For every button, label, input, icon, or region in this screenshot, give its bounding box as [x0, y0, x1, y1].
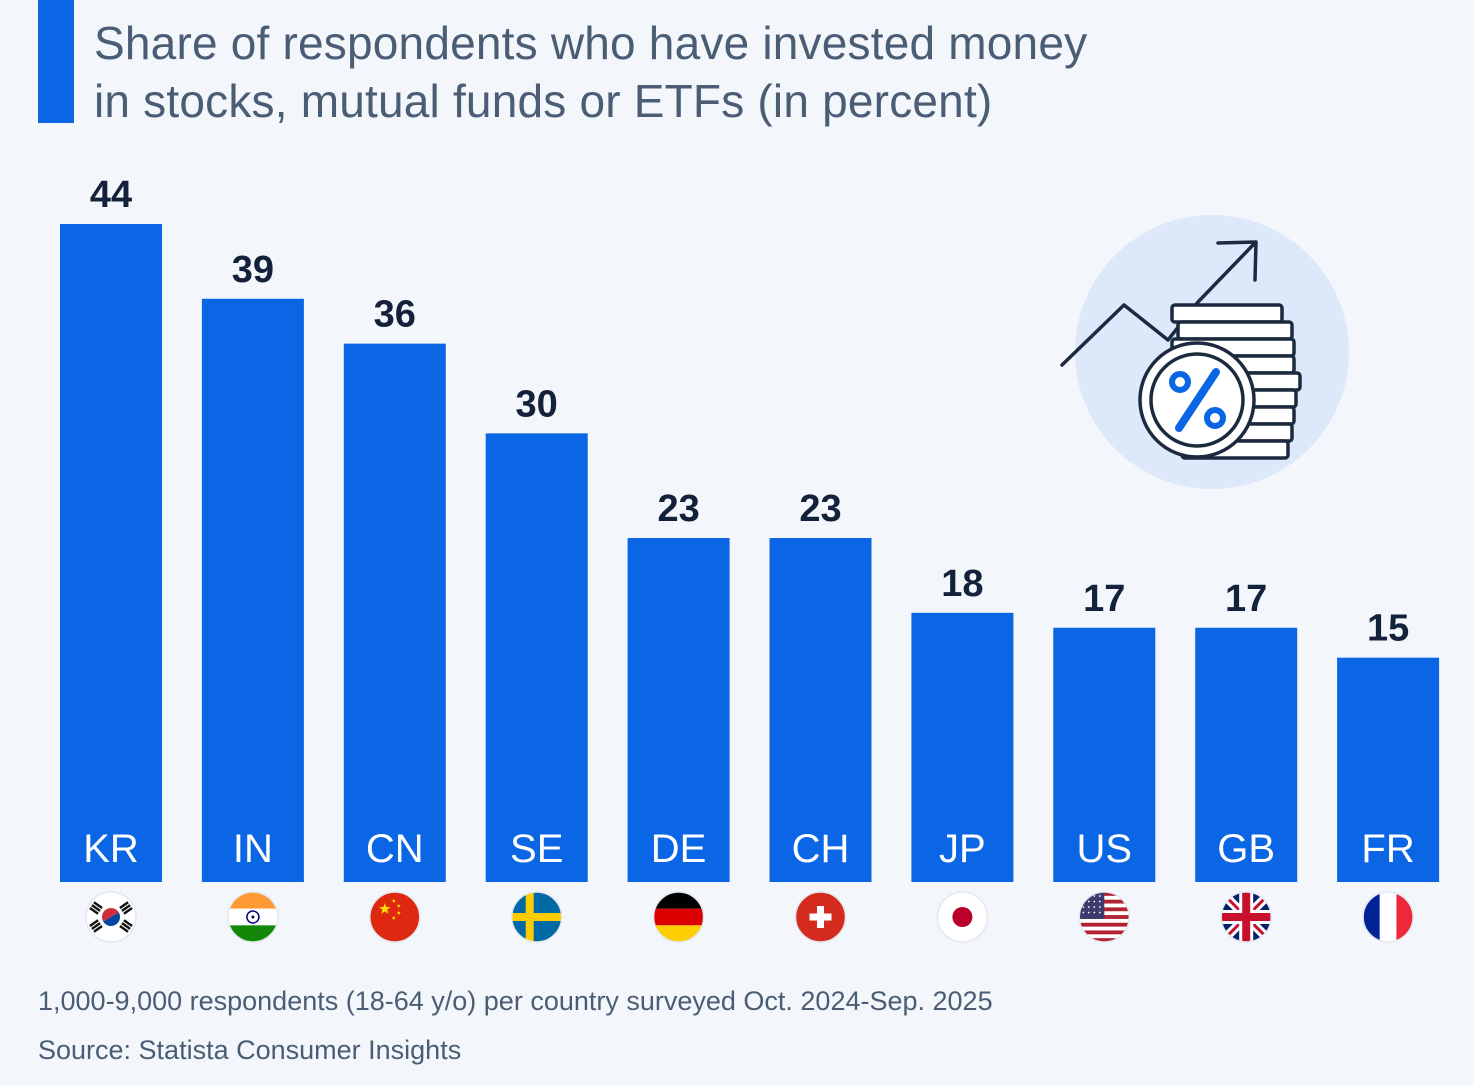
value-label-se: 30 — [516, 383, 558, 425]
category-label-gb: GB — [1217, 827, 1275, 871]
value-label-fr: 15 — [1367, 608, 1409, 650]
category-label-se: SE — [510, 827, 563, 871]
france-flag-icon — [1363, 892, 1414, 942]
category-label-jp: JP — [939, 827, 986, 871]
bar-jp — [911, 612, 1014, 882]
japan-flag-icon — [937, 892, 988, 942]
category-label-in: IN — [233, 827, 273, 871]
chart-title: Share of respondents who have invested m… — [94, 14, 1394, 130]
category-label-cn: CN — [366, 827, 424, 871]
value-label-kr: 44 — [90, 174, 132, 216]
value-label-ch: 23 — [799, 488, 841, 530]
category-label-fr: FR — [1361, 827, 1414, 871]
footer-note: 1,000-9,000 respondents (18-64 y/o) per … — [38, 986, 993, 1016]
category-label-de: DE — [651, 827, 707, 871]
investment-percent-coins-icon — [1060, 215, 1349, 489]
value-label-us: 17 — [1083, 578, 1125, 620]
south-korea-flag-icon — [86, 892, 136, 942]
bar-gb — [1195, 627, 1298, 882]
bars-layer: 44 KR 39 IN 36 CN 30 SE 23 DE 23 CH 18 JP 17 US 17 GB 15 FR — [60, 174, 1440, 943]
bar-kr — [60, 224, 162, 882]
category-label-ch: CH — [792, 827, 850, 871]
chart-title-line-2: in stocks, mutual funds or ETFs (in perc… — [94, 75, 993, 127]
value-label-jp: 18 — [941, 563, 983, 605]
value-label-gb: 17 — [1225, 578, 1267, 620]
value-label-de: 23 — [657, 488, 699, 530]
bar-cn — [343, 343, 446, 882]
value-label-cn: 36 — [374, 294, 416, 336]
bar-se — [485, 433, 588, 882]
bar-us — [1053, 627, 1156, 882]
bar-in — [201, 298, 304, 883]
value-label-in: 39 — [232, 249, 274, 291]
chart-title-line-1: Share of respondents who have invested m… — [94, 17, 1088, 69]
uk-flag-icon — [1221, 892, 1272, 942]
footer-source: Source: Statista Consumer Insights — [38, 1035, 462, 1065]
bar-fr — [1337, 657, 1440, 882]
germany-flag-icon — [653, 892, 704, 942]
sweden-flag-icon — [511, 892, 562, 942]
china-flag-icon — [369, 892, 420, 942]
bar-ch — [769, 538, 872, 882]
category-label-kr: KR — [83, 827, 139, 871]
switzerland-flag-icon — [795, 892, 846, 942]
category-label-us: US — [1077, 827, 1133, 871]
bar-de — [627, 538, 730, 882]
india-flag-icon — [227, 892, 278, 942]
title-accent-bar — [38, 0, 74, 123]
